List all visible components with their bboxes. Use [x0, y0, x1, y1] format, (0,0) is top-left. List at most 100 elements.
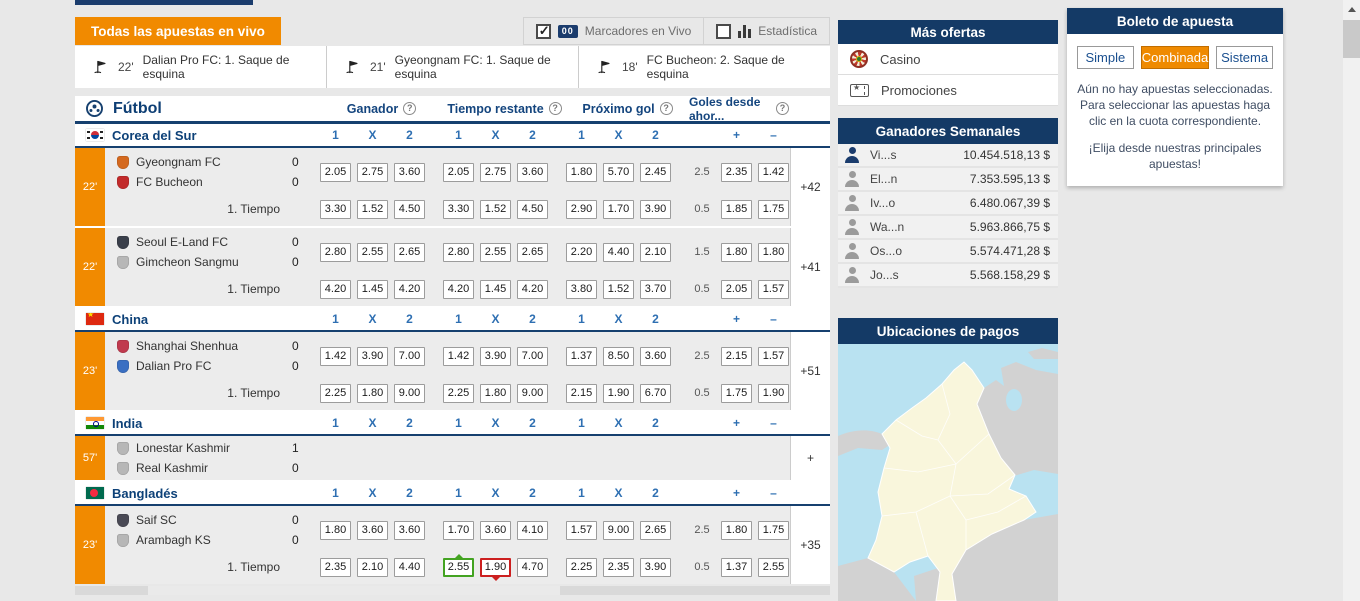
more-markets-button[interactable]: + [790, 436, 830, 480]
odds-button[interactable]: 1.45 [357, 279, 388, 299]
odds-button[interactable]: 9.00 [603, 520, 634, 540]
odds-button[interactable]: 2.10 [357, 557, 388, 577]
odds-button[interactable]: 2.05 [443, 162, 474, 182]
odds-button[interactable]: 1.57 [758, 346, 789, 366]
odds-button[interactable]: 5.70 [603, 162, 634, 182]
odds-button[interactable]: 9.00 [394, 383, 425, 403]
odds-button[interactable]: 2.65 [640, 520, 671, 540]
odds-button[interactable]: 2.05 [721, 279, 752, 299]
odds-button[interactable]: 4.20 [517, 279, 548, 299]
odds-button[interactable]: 3.60 [394, 162, 425, 182]
odds-button[interactable]: 1.75 [721, 383, 752, 403]
odds-button[interactable]: 3.70 [640, 279, 671, 299]
help-icon[interactable] [659, 102, 673, 115]
odds-button[interactable]: 3.60 [357, 520, 388, 540]
odds-button[interactable]: 1.80 [758, 242, 789, 262]
odds-button[interactable]: 7.00 [517, 346, 548, 366]
odds-button[interactable]: 7.00 [394, 346, 425, 366]
scroll-up-arrow-icon[interactable] [1347, 7, 1356, 12]
ticker-item[interactable]: 21' Gyeongnam FC: 1. Saque de esquina [326, 46, 578, 88]
odds-button[interactable]: 3.80 [566, 279, 597, 299]
colombia-map[interactable] [838, 344, 1058, 601]
odds-button[interactable]: 3.90 [640, 199, 671, 219]
odds-button[interactable]: 1.90 [603, 383, 634, 403]
help-icon[interactable] [403, 102, 417, 115]
more-markets-button[interactable]: +42 [790, 148, 830, 226]
odds-button[interactable]: 4.40 [603, 242, 634, 262]
tab-sistema[interactable]: Sistema [1216, 46, 1273, 69]
odds-button[interactable]: 1.80 [721, 520, 752, 540]
odds-button[interactable]: 1.75 [758, 520, 789, 540]
odds-button[interactable]: 2.10 [640, 242, 671, 262]
odds-button[interactable]: 6.70 [640, 383, 671, 403]
odds-button[interactable]: 2.75 [480, 162, 511, 182]
odds-button[interactable]: 2.80 [443, 242, 474, 262]
odds-button[interactable]: 2.35 [721, 162, 752, 182]
checkbox-live-scoreboards[interactable] [535, 23, 551, 39]
odds-button[interactable]: 1.80 [357, 383, 388, 403]
odds-button[interactable]: 4.10 [517, 520, 548, 540]
sport-title[interactable]: Fútbol [75, 99, 320, 118]
odds-button[interactable]: 4.70 [517, 557, 548, 577]
odds-button[interactable]: 1.80 [721, 242, 752, 262]
odds-button[interactable]: 2.35 [320, 557, 351, 577]
odds-button[interactable]: 3.90 [480, 346, 511, 366]
odds-button[interactable]: 2.90 [566, 199, 597, 219]
odds-button[interactable]: 3.90 [357, 346, 388, 366]
ticker-item[interactable]: 22' Dalian Pro FC: 1. Saque de esquina [75, 46, 326, 88]
odds-button[interactable]: 3.30 [320, 199, 351, 219]
odds-button[interactable]: 4.50 [394, 199, 425, 219]
odds-button[interactable]: 1.70 [603, 199, 634, 219]
odds-button[interactable]: 2.75 [357, 162, 388, 182]
help-icon[interactable] [548, 102, 562, 115]
tab-combinada[interactable]: Combinada [1140, 46, 1210, 69]
odds-button[interactable]: 2.25 [320, 383, 351, 403]
odds-button[interactable]: 2.05 [320, 162, 351, 182]
odds-button[interactable]: 1.52 [603, 279, 634, 299]
odds-button[interactable]: 2.20 [566, 242, 597, 262]
odds-button[interactable]: 4.20 [320, 279, 351, 299]
odds-button[interactable]: 3.30 [443, 199, 474, 219]
section-name[interactable]: China [112, 311, 149, 327]
odds-button[interactable]: 1.75 [758, 199, 789, 219]
odds-button[interactable]: 1.42 [320, 346, 351, 366]
odds-button[interactable]: 4.50 [517, 199, 548, 219]
toggle-live-scoreboards[interactable]: Marcadores en Vivo [524, 18, 704, 44]
odds-button[interactable]: 2.55 [758, 557, 789, 577]
odds-button[interactable]: 1.90 [480, 557, 511, 577]
odds-button[interactable]: 2.15 [566, 383, 597, 403]
all-live-bets-banner[interactable]: Todas las apuestas en vivo [75, 17, 281, 45]
odds-button[interactable]: 3.60 [394, 520, 425, 540]
page-scrollbar[interactable] [1343, 0, 1360, 601]
odds-button[interactable]: 2.45 [640, 162, 671, 182]
odds-button[interactable]: 1.80 [320, 520, 351, 540]
scrollbar-thumb[interactable] [1343, 20, 1360, 58]
odds-button[interactable]: 1.52 [480, 199, 511, 219]
toggle-statistics[interactable]: Estadística [703, 18, 829, 44]
odds-button[interactable]: 4.20 [394, 279, 425, 299]
odds-button[interactable]: 1.80 [480, 383, 511, 403]
odds-button[interactable]: 2.65 [394, 242, 425, 262]
odds-button[interactable]: 2.35 [603, 557, 634, 577]
odds-button[interactable]: 9.00 [517, 383, 548, 403]
odds-button[interactable]: 3.60 [480, 520, 511, 540]
more-markets-button[interactable]: +35 [790, 506, 830, 584]
odds-button[interactable]: 1.57 [566, 520, 597, 540]
odds-button[interactable]: 8.50 [603, 346, 634, 366]
odds-button[interactable]: 2.25 [566, 557, 597, 577]
odds-button[interactable]: 1.45 [480, 279, 511, 299]
section-name[interactable]: India [112, 415, 143, 431]
odds-button[interactable]: 4.40 [394, 557, 425, 577]
odds-button[interactable]: 3.60 [517, 162, 548, 182]
odds-button[interactable]: 1.42 [758, 162, 789, 182]
ticker-item[interactable]: 18' FC Bucheon: 2. Saque de esquina [578, 46, 830, 88]
section-name[interactable]: Corea del Sur [112, 127, 197, 143]
odds-button[interactable]: 2.55 [357, 242, 388, 262]
more-markets-button[interactable]: +51 [790, 332, 830, 410]
odds-button[interactable]: 1.85 [721, 199, 752, 219]
odds-button[interactable]: 1.90 [758, 383, 789, 403]
odds-button[interactable]: 2.25 [443, 383, 474, 403]
odds-button[interactable]: 1.57 [758, 279, 789, 299]
odds-button[interactable]: 4.20 [443, 279, 474, 299]
help-icon[interactable] [776, 102, 789, 115]
